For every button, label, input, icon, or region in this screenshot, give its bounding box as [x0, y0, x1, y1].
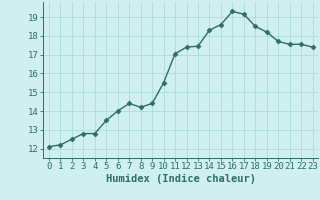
X-axis label: Humidex (Indice chaleur): Humidex (Indice chaleur): [106, 174, 256, 184]
